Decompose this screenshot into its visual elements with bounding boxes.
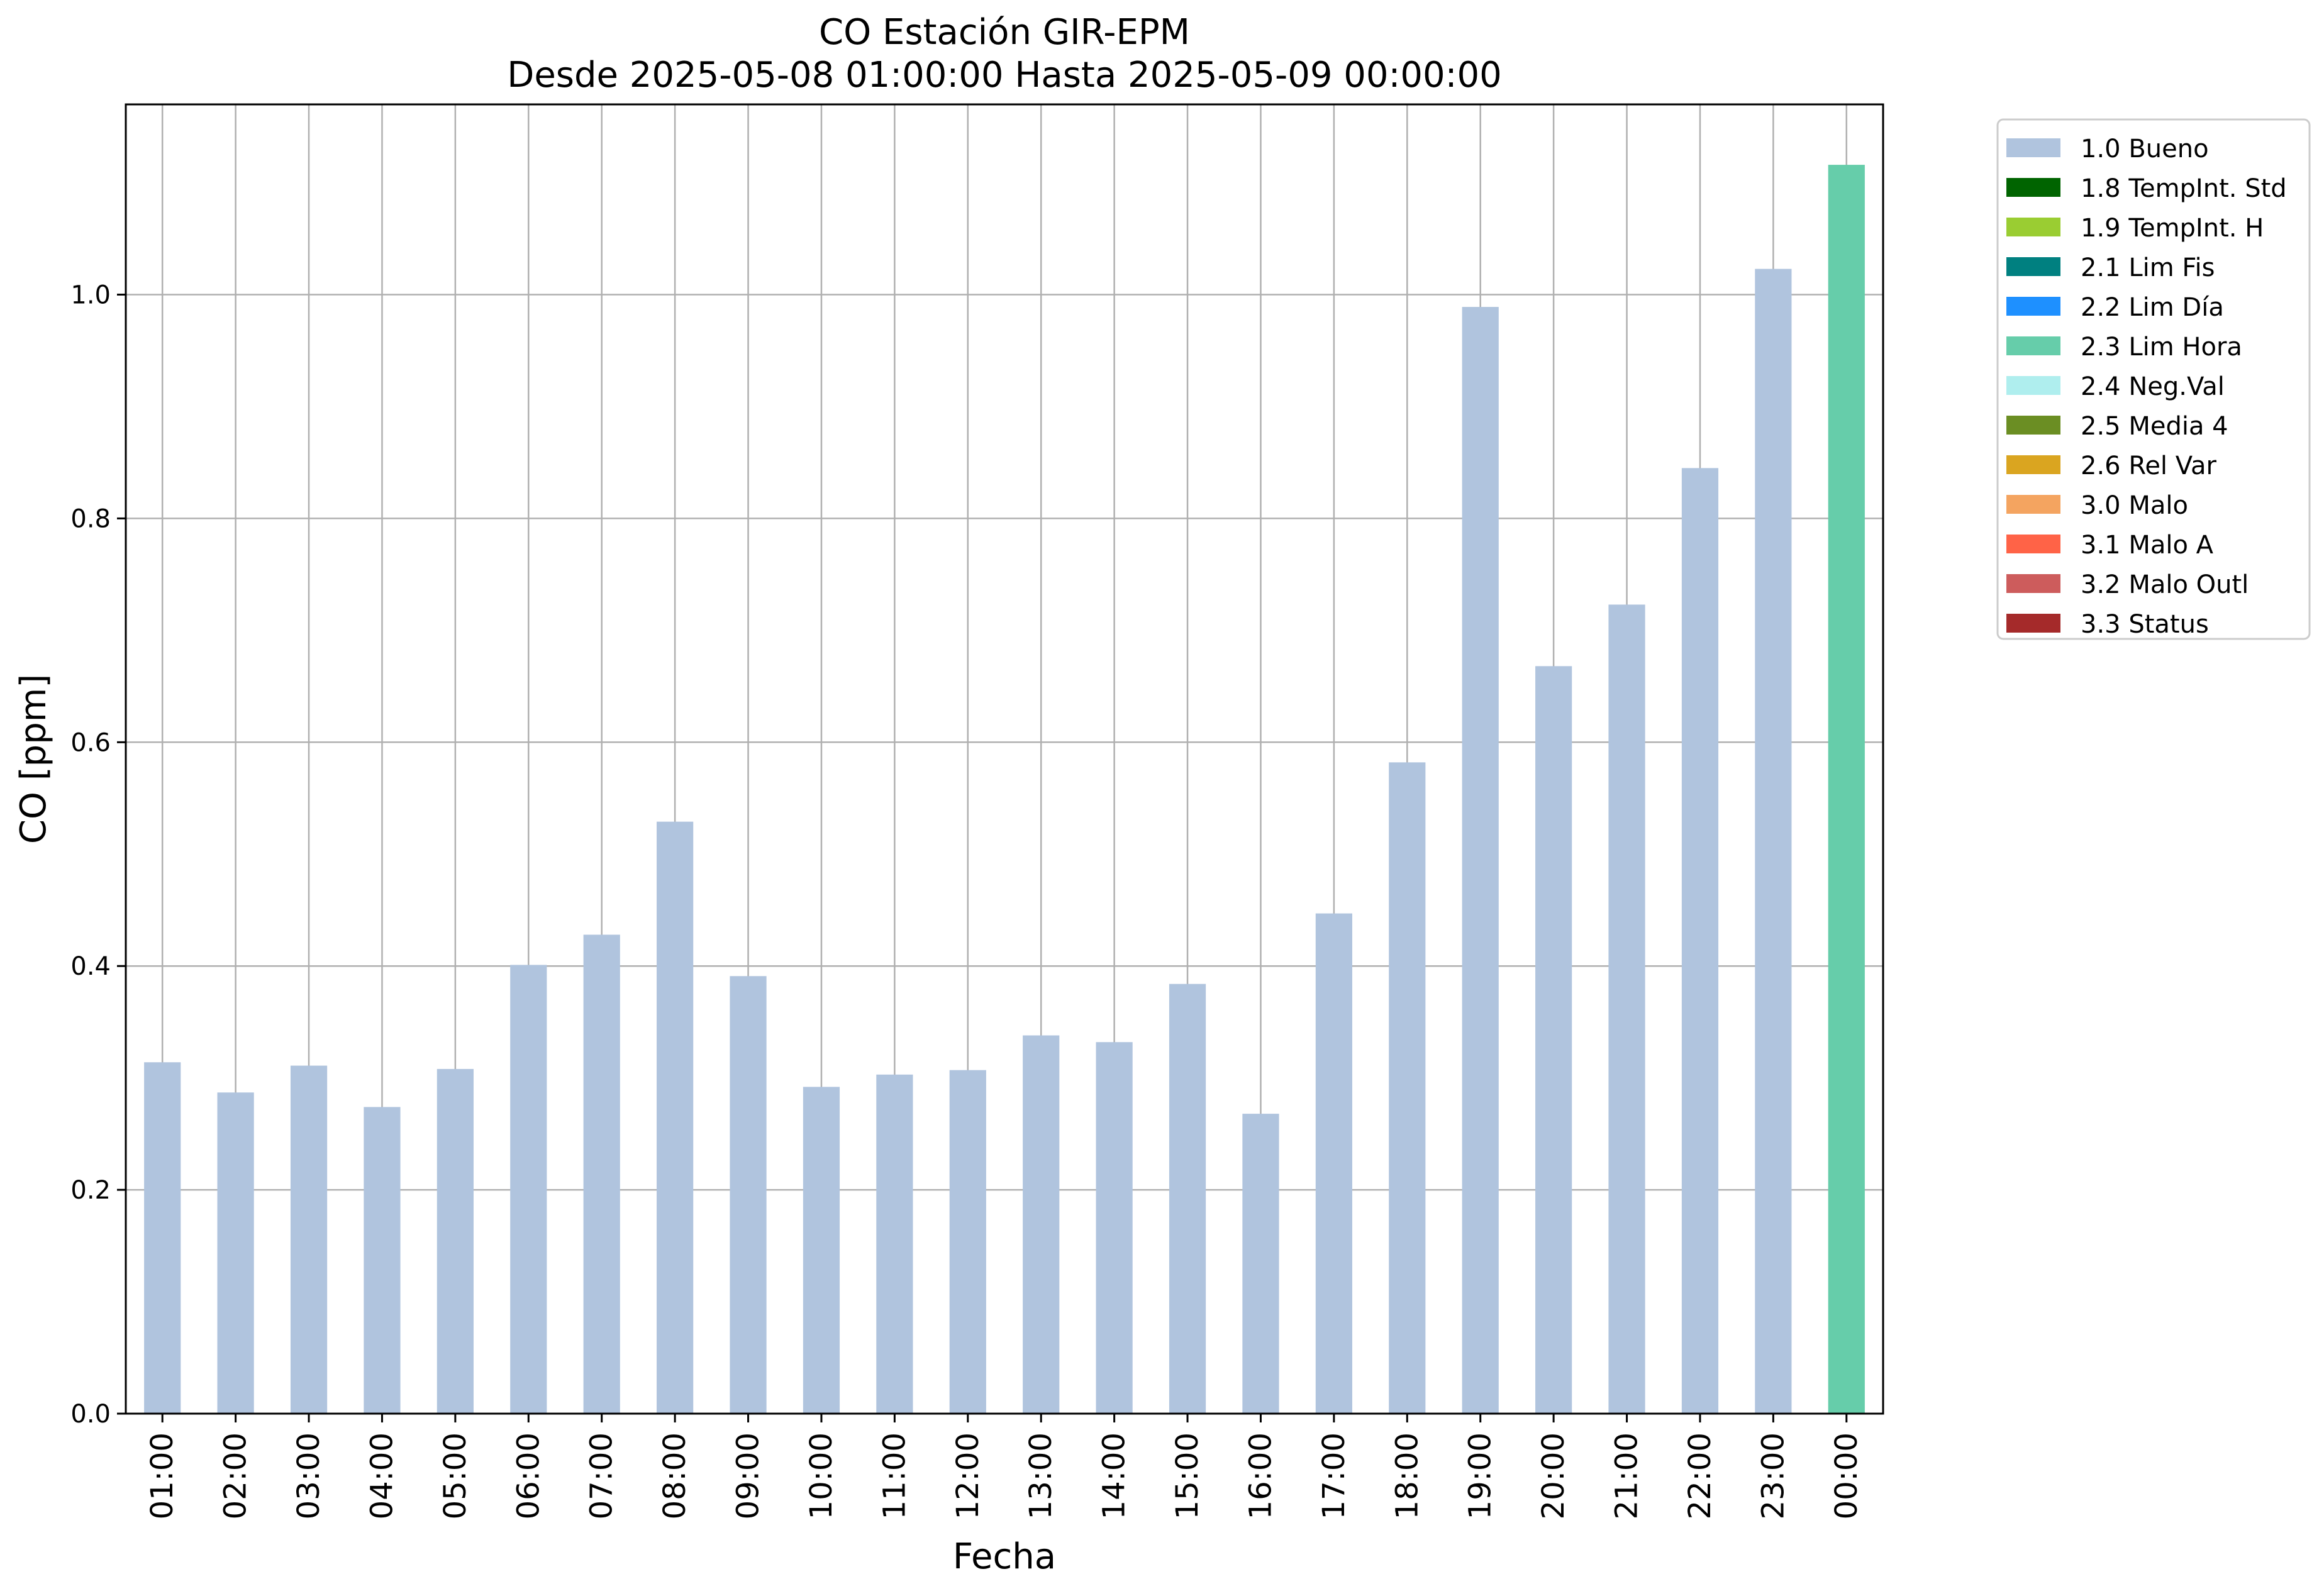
bar [1535,666,1572,1414]
legend-swatch [2006,495,2060,514]
x-tick-label: 11:00 [877,1433,912,1519]
x-tick-label: 20:00 [1536,1433,1571,1519]
x-tick-label: 08:00 [657,1433,692,1519]
plot-area-frame [125,103,1884,1415]
chart-subtitle: Desde 2025-05-08 01:00:00 Hasta 2025-05-… [507,55,1502,96]
legend-label: 2.3 Lim Hora [2081,333,2242,362]
bar [1755,269,1792,1414]
x-tick-label: 23:00 [1755,1433,1791,1519]
x-tick-label: 10:00 [804,1433,839,1519]
bars [144,165,1865,1414]
legend-label: 3.0 Malo [2081,491,2188,520]
bar [876,1074,913,1414]
legend-label: 2.1 Lim Fis [2081,253,2215,282]
bar [1096,1042,1133,1414]
x-tick-label: 16:00 [1243,1433,1278,1519]
y-tick-label: 0.4 [70,952,111,981]
x-axis-label: Fecha [953,1536,1056,1577]
legend-swatch [2006,218,2060,236]
bar [1608,604,1645,1414]
x-tick-label: 19:00 [1463,1433,1498,1519]
x-tick-label: 17:00 [1316,1433,1352,1519]
legend-swatch [2006,178,2060,197]
bar [510,965,547,1414]
legend-label: 3.1 Malo A [2081,531,2214,560]
x-tick-label: 00:00 [1829,1433,1864,1519]
legend-label: 2.5 Media 4 [2081,412,2228,441]
x-tick-label: 09:00 [731,1433,766,1519]
legend-label: 2.4 Neg.Val [2081,372,2225,401]
x-tick-label: 06:00 [511,1433,546,1519]
legend-swatch [2006,138,2060,157]
x-tick-label: 04:00 [364,1433,399,1519]
x-tick-label: 15:00 [1170,1433,1205,1519]
x-axis-ticks: 01:00 02:00 03:00 04:00 05:00 06:00 07:00 08:00… [145,1414,1864,1519]
x-tick-label: 13:00 [1023,1433,1059,1519]
legend-label: 3.3 Status [2081,610,2209,639]
bar [1169,984,1206,1414]
y-tick-label: 1.0 [70,281,111,310]
bar [1681,468,1719,1414]
bar [657,821,694,1414]
x-tick-label: 22:00 [1682,1433,1718,1519]
bar [436,1068,474,1414]
legend-swatch [2006,574,2060,593]
bar [1023,1035,1060,1414]
bar [144,1062,181,1414]
bar [217,1092,254,1414]
bar [730,976,767,1414]
bar [1389,762,1426,1414]
x-tick-label: 07:00 [584,1433,620,1519]
y-axis-label: CO [ppm] [13,674,54,844]
legend-label: 3.2 Malo Outl [2081,570,2249,599]
legend-box [1996,118,2311,640]
x-tick-label: 05:00 [438,1433,473,1519]
legend-swatch [2006,535,2060,553]
bar [1315,913,1352,1414]
bar [290,1065,328,1414]
x-tick-label: 12:00 [950,1433,986,1519]
legend-swatch [2006,336,2060,355]
legend-swatch [2006,257,2060,276]
legend-label: 2.6 Rel Var [2081,452,2217,480]
x-tick-label: 21:00 [1610,1433,1645,1519]
legend-label: 2.2 Lim Día [2081,293,2224,322]
x-tick-label: 01:00 [145,1433,180,1519]
legend-swatch [2006,614,2060,633]
bar [803,1087,840,1414]
legend-label: 1.9 TempInt. H [2081,214,2264,243]
bar [1828,165,1865,1414]
legend-swatch [2006,455,2060,474]
legend-label: 1.0 Bueno [2081,135,2209,163]
bar [364,1107,401,1414]
x-tick-label: 02:00 [218,1433,253,1519]
x-tick-label: 14:00 [1097,1433,1132,1519]
x-tick-label: 18:00 [1389,1433,1425,1519]
y-tick-label: 0.6 [70,728,111,757]
legend-swatch [2006,416,2060,435]
y-tick-label: 0.0 [70,1400,111,1429]
y-axis-ticks: 0.0 0.2 0.4 0.6 0.8 1.0 [70,281,126,1429]
y-tick-label: 0.2 [70,1176,111,1205]
legend: 1.0 Bueno 1.8 TempInt. Std 1.9 TempInt. H 2… [1996,118,2311,640]
chart-title: CO Estación GIR-EPM [819,12,1190,53]
legend-label: 1.8 TempInt. Std [2081,174,2287,203]
bar [1462,307,1499,1414]
y-tick-label: 0.8 [70,504,111,533]
x-tick-label: 03:00 [291,1433,326,1519]
legend-swatch [2006,376,2060,395]
legend-items: 1.0 Bueno 1.8 TempInt. Std 1.9 TempInt. H 2… [2006,135,2287,639]
bar [949,1070,986,1414]
bar [1242,1114,1279,1414]
legend-swatch [2006,297,2060,316]
bar [583,934,620,1414]
